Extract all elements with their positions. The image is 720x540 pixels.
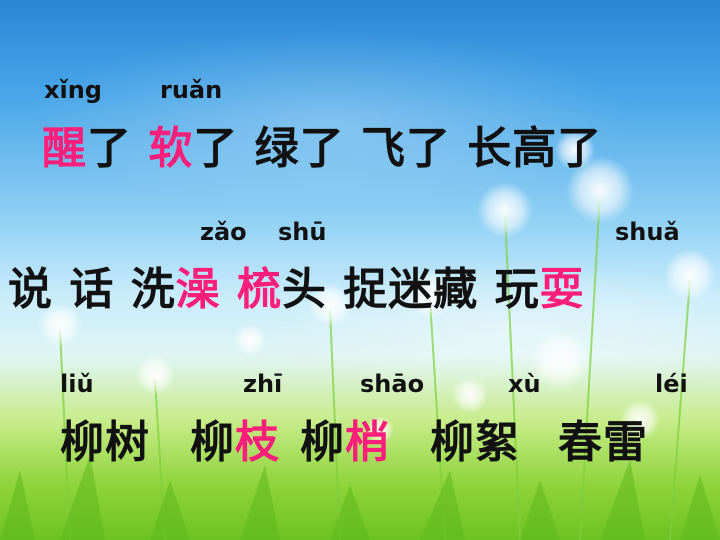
char-zhi: 枝 [235,417,280,468]
row1-rest: 了 绿了 飞了 长高了 [193,123,603,174]
pinyin-shao: shāo [360,370,425,398]
pinyin-liu: liǔ [60,370,94,398]
pinyin-xing: xǐng [44,76,102,104]
row2-words: 说 话 洗澡 梳头 捉迷藏 玩耍 [8,253,585,317]
word-liushao: 柳梢 [300,406,390,470]
pinyin-zao: zǎo [200,218,247,246]
word-liushu: 柳树 [60,417,150,468]
pinyin-ruan: ruǎn [160,76,223,104]
char-liu-2: 柳 [190,417,235,468]
pinyin-shu: shū [278,218,327,246]
word-liuxu: 柳絮 [430,417,520,468]
char-shu: 梳 [236,264,282,315]
pinyin-shua: shuǎ [615,218,680,246]
char-shao: 梢 [345,417,390,468]
char-le: 了 [87,123,149,174]
pinyin-zhi: zhī [243,370,283,398]
row2-mid: 头 捉迷藏 玩 [281,264,540,315]
char-zao: 澡 [175,264,221,315]
row2-pre: 说 话 洗 [8,264,176,315]
word-chunlei: 春雷 [558,417,648,468]
pinyin-lei: léi [655,370,688,398]
char-shua: 耍 [539,264,585,315]
pinyin-xu: xù [508,370,541,398]
char-xing: 醒 [42,123,87,174]
word-liuzhi: 柳枝 [190,406,280,470]
row1-words: 醒了 软了 绿了 飞了 长高了 [42,112,602,176]
char-ruan: 软 [148,123,194,174]
char-liu-3: 柳 [300,417,345,468]
row2-space [221,264,237,315]
